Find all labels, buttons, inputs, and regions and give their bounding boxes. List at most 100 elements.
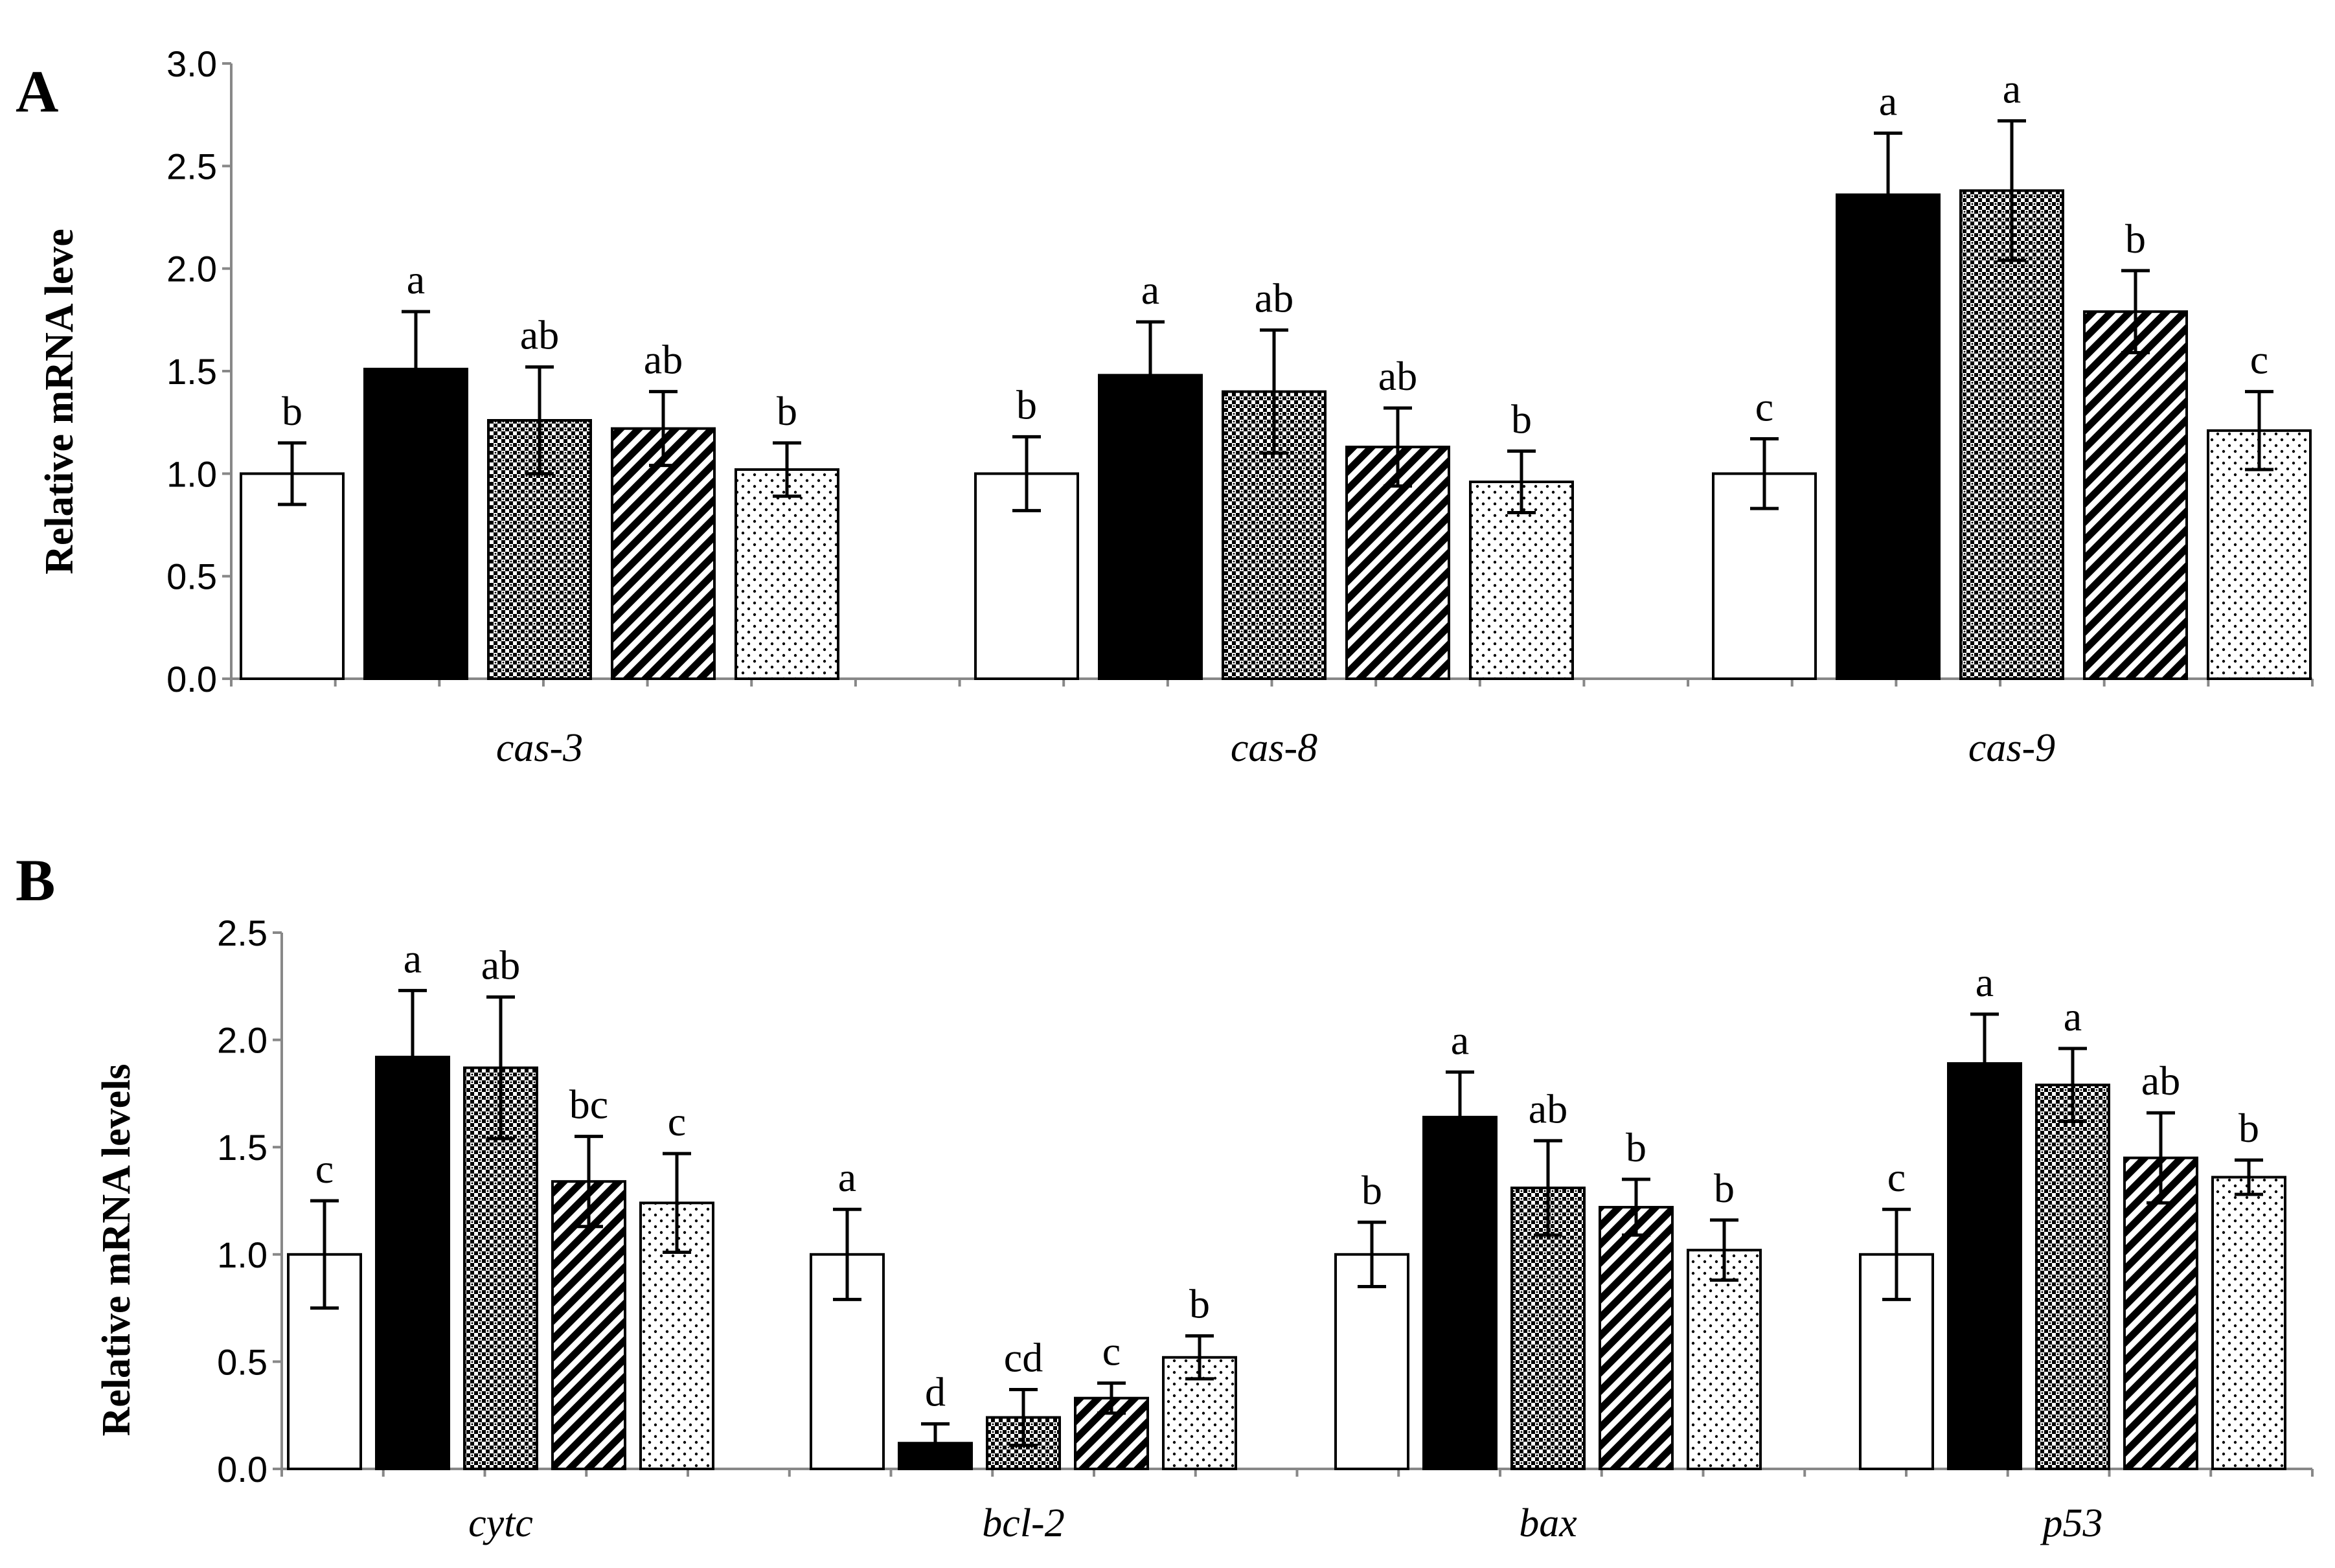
panel-a-error-bar-cas-3-2 — [402, 310, 430, 428]
panel-b-bar-bax-5 — [1687, 1249, 1762, 1471]
panel-a-letter-cas-9-3: a — [2003, 66, 2021, 112]
panel-a-letter-cas-3-3: ab — [520, 312, 559, 358]
panel-a-error-bar-cas-9-2 — [1874, 131, 1902, 258]
panel-b-error-bar-cytc-2 — [398, 988, 427, 1126]
panel-b-letter-cytc-3: ab — [481, 942, 520, 988]
panel-b-error-bar-cytc-4 — [575, 1135, 603, 1229]
panel-b-bar-p53-4 — [2123, 1156, 2198, 1470]
panel-b-bar-cytc-2 — [375, 1056, 450, 1470]
panel-a-category-label-cas-9: cas-9 — [1968, 726, 2055, 770]
panel-a: A Relative mRNA leve 0.0 0.5 1.0 1.5 2.0 2.5 3… — [16, 43, 2314, 770]
panel-a-error-bar-cas-9-4 — [2121, 269, 2150, 354]
panel-b-category-label-bcl-2: bcl-2 — [982, 1501, 1064, 1545]
panel-a-y-tick-label: 0.0 — [166, 659, 217, 699]
panel-a-label: A — [16, 58, 58, 124]
panel-a-y-tick-label: 1.5 — [166, 351, 217, 392]
panel-b-error-bar-p53-4 — [2147, 1111, 2175, 1205]
panel-b-error-bar-cytc-1 — [310, 1199, 339, 1310]
panel-b-error-bar-bax-5 — [1710, 1218, 1738, 1282]
panel-a-letter-cas-3-5: b — [777, 388, 797, 434]
panel-b-label: B — [16, 847, 55, 913]
panel-b-category-label-bax: bax — [1519, 1501, 1577, 1545]
panel-a-letter-cas-8-2: a — [1141, 267, 1159, 313]
panel-a-y-tick-label: 1.0 — [166, 453, 217, 494]
panel-a-bar-cas-3-1 — [240, 472, 345, 680]
panel-a-bar-cas-3-4 — [611, 427, 716, 681]
panel-b-bar-bax-2 — [1422, 1115, 1498, 1471]
panel-a-bar-cas-8-5 — [1469, 481, 1574, 680]
panel-a-y-axis-label: Relative mRNA leve — [38, 229, 82, 574]
panel-a-error-bar-cas-8-4 — [1384, 406, 1412, 488]
panel-b-bar-bax-4 — [1599, 1205, 1674, 1471]
panel-b-bar-p53-5 — [2211, 1176, 2286, 1470]
panel-b-y-tick-label: 0.0 — [217, 1449, 268, 1490]
panel-a-bar-cas-3-5 — [735, 468, 839, 680]
panel-a-letter-cas-9-5: c — [2250, 337, 2268, 383]
panel-b-letter-p53-5: b — [2238, 1105, 2259, 1151]
panel-a-error-bar-cas-8-2 — [1136, 320, 1165, 431]
panel-b-error-bar-bcl-2-2 — [921, 1422, 950, 1464]
panel-a-error-bar-cas-8-1 — [1012, 435, 1041, 512]
panel-a-letter-cas-3-1: b — [282, 388, 302, 434]
panel-b-error-bar-bcl-2-4 — [1097, 1381, 1126, 1415]
panel-b-error-bar-bax-2 — [1446, 1070, 1474, 1164]
panel-b-bar-bax-1 — [1334, 1253, 1409, 1471]
panel-b-letter-cytc-2: a — [404, 935, 422, 981]
panel-b-letter-bax-5: b — [1714, 1165, 1735, 1211]
panel-b-error-bar-bax-1 — [1358, 1220, 1386, 1288]
panel-b-y-tick-label: 0.5 — [217, 1341, 268, 1382]
panel-a-letter-cas-8-5: b — [1511, 396, 1532, 442]
panel-a-category-label-cas-3: cas-3 — [496, 726, 583, 770]
panel-a-letter-cas-8-3: ab — [1255, 275, 1293, 321]
panel-b-letter-bcl-2-4: c — [1102, 1328, 1121, 1374]
panel-b-y-axis-label: Relative mRNA levels — [95, 1063, 139, 1436]
panel-a-error-bar-cas-3-1 — [278, 441, 306, 506]
panel-a-error-bar-cas-8-3 — [1260, 328, 1288, 455]
panel-b-letter-bax-2: a — [1451, 1017, 1469, 1063]
panel-a-letter-cas-9-2: a — [1879, 78, 1897, 124]
panel-a-category-label-cas-8: cas-8 — [1231, 726, 1317, 770]
panel-b-y-tick-label: 1.0 — [217, 1234, 268, 1275]
panel-b-letter-p53-1: c — [1887, 1154, 1906, 1200]
panel-b: B Relative mRNA levels 0.0 0.5 1.0 1.5 2.0 2.… — [16, 847, 2314, 1545]
panel-a-letter-cas-8-1: b — [1016, 381, 1037, 427]
panel-b-error-bar-bcl-2-1 — [833, 1207, 861, 1301]
panel-a-letter-cas-8-4: ab — [1378, 353, 1417, 399]
panel-b-y-tick-label: 2.0 — [217, 1020, 268, 1061]
panel-b-error-bar-bax-3 — [1534, 1139, 1562, 1237]
panel-a-bar-cas-9-3 — [1959, 189, 2064, 681]
panel-b-category-label-p53: p53 — [2040, 1501, 2103, 1545]
panel-a-error-bar-cas-9-3 — [1998, 119, 2026, 262]
panel-b-error-bar-p53-3 — [2058, 1047, 2087, 1123]
panel-a-y-tick-label: 2.0 — [166, 249, 217, 290]
panel-b-error-bar-cytc-5 — [663, 1152, 691, 1254]
panel-b-error-bar-p53-1 — [1882, 1207, 1911, 1301]
panel-a-error-bar-cas-9-1 — [1750, 437, 1779, 510]
panel-b-error-bar-cytc-3 — [486, 995, 515, 1141]
panel-b-letter-cytc-4: bc — [569, 1082, 608, 1128]
panel-b-error-bar-p53-2 — [1970, 1012, 1999, 1115]
panel-b-error-bar-p53-5 — [2235, 1158, 2263, 1196]
panel-b-bar-p53-2 — [1947, 1062, 2022, 1470]
panel-b-y-tick-label: 2.5 — [217, 913, 268, 953]
panel-a-letter-cas-3-4: ab — [644, 337, 683, 383]
panel-b-error-bar-bax-4 — [1622, 1177, 1650, 1237]
panel-a-bar-cas-8-4 — [1345, 446, 1450, 681]
panel-a-error-bar-cas-9-5 — [2245, 390, 2273, 472]
panel-a-error-bar-cas-3-5 — [773, 441, 801, 498]
panel-b-letter-bcl-2-2: d — [925, 1369, 946, 1415]
panel-b-letter-cytc-1: c — [315, 1146, 334, 1192]
panel-b-letter-bax-3: ab — [1529, 1085, 1567, 1131]
panel-a-y-tick-label: 2.5 — [166, 146, 217, 187]
panel-b-letter-p53-3: a — [2064, 994, 2082, 1040]
panel-a-letter-cas-9-4: b — [2125, 216, 2146, 262]
panel-b-letter-p53-4: ab — [2141, 1058, 2180, 1104]
panel-b-bar-p53-3 — [2035, 1084, 2110, 1470]
panel-b-y-tick-label: 1.5 — [217, 1127, 268, 1168]
panel-b-error-bar-bcl-2-3 — [1009, 1387, 1038, 1448]
panel-a-error-bar-cas-8-5 — [1507, 449, 1536, 514]
panel-b-letter-cytc-5: c — [668, 1098, 686, 1144]
panel-a-bar-cas-9-4 — [2083, 310, 2188, 680]
panel-a-bar-cas-3-2 — [363, 367, 468, 680]
